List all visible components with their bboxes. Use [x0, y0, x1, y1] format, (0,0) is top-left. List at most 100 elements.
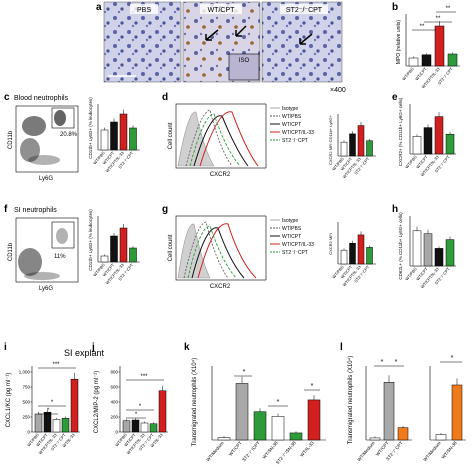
bar-b-2 — [434, 25, 445, 67]
chart-h-bars — [412, 226, 455, 267]
flow-c-xlabel: Ly6G — [39, 176, 53, 182]
chart-d-bars — [340, 121, 373, 157]
bar-k-4 — [289, 432, 303, 441]
panel-i: i SI explant CXCL1/KC (pg ml⁻¹) 0 250 500 7… — [4, 342, 105, 455]
chart-f-bars — [100, 223, 137, 263]
panel-k-letter: k — [184, 342, 190, 353]
chart-i-bars — [34, 372, 79, 433]
panel-b-letter: b — [392, 2, 398, 13]
legend-g: Isotype WT/PBS WT/CPT WT/CPT/IL-33 ST2⁻/… — [270, 218, 314, 256]
x-tick-label: ST2⁻/⁻/CPT — [241, 440, 261, 462]
chart-l-left-bars — [369, 375, 409, 441]
si-explant-title: SI explant — [64, 348, 105, 358]
y-tick-label: 1,000 — [19, 370, 31, 375]
panel-e-ylabel: CXCR2+ (% CD11b+ Ly6G+ cells) — [398, 97, 403, 166]
gate-c-pct: 20.8% — [60, 132, 78, 138]
chart-j-bars — [122, 385, 167, 433]
bar-j-2 — [140, 422, 149, 433]
panel-h-ylabel: CD62L+ (% CD11b+ Ly6G+ cells) — [398, 212, 403, 280]
legend-d: Isotype WT/PBS WT/CPT WT/CPT/IL-33 ST2⁻/… — [270, 106, 314, 144]
sig-k-2: * — [277, 399, 280, 406]
chart-i-xlabels: WT/PBSWT/CPTWT/CPT/IL-33ST2⁻/⁻CPTWT/IL-3… — [26, 432, 76, 455]
bar-f-2 — [119, 227, 128, 263]
bar-h-3 — [445, 239, 455, 267]
x-tick-label: WT/Medium — [356, 440, 376, 462]
arrow-icon — [299, 33, 313, 45]
panel-b-ylabel: MPO (relative units) — [396, 20, 402, 65]
sig-b-2: ** — [436, 16, 441, 22]
panel-k: k Transmigrated neutrophils (X10⁴) * * *… — [184, 342, 326, 465]
histogram-st2-cpt — [189, 113, 241, 167]
x-tick-label: WT/PBS — [401, 66, 415, 81]
bar-l-left-2 — [397, 427, 409, 441]
gate-f — [51, 221, 75, 249]
panel-j-ylabel: CXCL2/MIP-2 (pg ml⁻¹) — [94, 371, 100, 434]
y-tick-label: 250 — [22, 415, 30, 420]
legend-d-wt-pbs: WT/PBS — [282, 114, 302, 120]
panel-f-title: SI neutrophils — [14, 207, 57, 214]
bar-e-3 — [445, 133, 455, 155]
bar-i-0 — [34, 413, 43, 433]
bar-l-right-0 — [435, 434, 447, 441]
bar-k-3 — [271, 416, 285, 441]
legend-g-wt-cpt-il33: WT/CPT/IL-33 — [282, 242, 314, 248]
legend-g-st2-cpt: ST2⁻/⁻CPT — [282, 250, 308, 256]
panel-g-inset-ylabel: CXCR2 MFI — [328, 233, 333, 255]
panel-g-letter: g — [162, 204, 168, 215]
flow-f-xlabel: Ly6G — [39, 286, 53, 292]
micrograph-pbs — [103, 1, 182, 83]
panel-d: d Cell count CXCR2 Isotype WT/PBS WT/CPT… — [162, 92, 376, 179]
legend-g-wt-pbs: WT/PBS — [282, 226, 302, 232]
sig-i-2: * — [51, 400, 54, 406]
bar-d-2 — [357, 125, 365, 157]
sig-k-3: * — [311, 383, 314, 390]
chart-e-bars — [412, 112, 455, 155]
panel-d-inset-ylabel: CXCR2 MFI CD11b+ Ly6G+ — [328, 114, 333, 165]
chart-l-right-bars — [435, 378, 463, 441]
x-tick-label: WT/CPT — [228, 440, 243, 457]
bar-g-0 — [340, 249, 348, 265]
micrograph-label-wt-cpt: WT/CPT — [208, 7, 236, 14]
flow-c-ylabel: CD11b — [8, 130, 14, 149]
panel-h: h CD62L+ (% CD11b+ Ly6G+ cells) WT/PBSWT… — [392, 204, 456, 289]
bar-c-1 — [110, 121, 118, 151]
y-tick-label: 200 — [110, 415, 118, 420]
inset-iso — [228, 53, 260, 81]
sig-i-1: *** — [52, 362, 60, 368]
flow-f-ylabel: CD11b — [8, 242, 14, 261]
chart-j-xlabels: WT/PBSWT/CPTWT/CPT/IL-33ST2⁻/⁻CPTWT/IL-3… — [114, 432, 164, 455]
bar-l-left-0 — [369, 437, 381, 441]
legend-d-wt-cpt: WT/CPT — [282, 122, 301, 128]
legend-g-wt-cpt: WT/CPT — [282, 234, 301, 240]
bar-i-1 — [43, 411, 52, 433]
bar-j-0 — [122, 420, 131, 433]
panel-i-letter: i — [4, 342, 7, 353]
panel-d-xlabel: CXCR2 — [210, 172, 231, 178]
flow-dots-c — [20, 110, 66, 165]
bar-d-3 — [366, 140, 373, 157]
bar-b-1 — [421, 54, 432, 67]
chart-b-bars — [408, 21, 458, 67]
arrow-icon — [235, 25, 247, 37]
legend-g-isotype: Isotype — [282, 218, 298, 224]
x-tick-label: WT/Medium — [422, 440, 442, 462]
panel-l: l Transmigrated neutrophils (X10⁴) * * *… — [340, 342, 466, 462]
gate-c — [51, 107, 75, 129]
y-tick-label: 750 — [22, 385, 30, 390]
micrograph-label-pbs: PBS — [137, 7, 151, 14]
bar-j-1 — [131, 419, 140, 433]
bar-g-1 — [349, 242, 356, 265]
y-tick-label: 0 — [115, 430, 118, 435]
panel-e-letter: e — [392, 92, 398, 103]
bar-i-2 — [52, 419, 61, 433]
y-tick-label: 600 — [110, 385, 118, 390]
bar-f-1 — [110, 235, 118, 263]
panel-b: b MPO (relative units) ** ** ** WT/PBS WT… — [392, 2, 460, 89]
panel-h-letter: h — [392, 204, 398, 215]
panel-c-letter: c — [4, 92, 10, 103]
